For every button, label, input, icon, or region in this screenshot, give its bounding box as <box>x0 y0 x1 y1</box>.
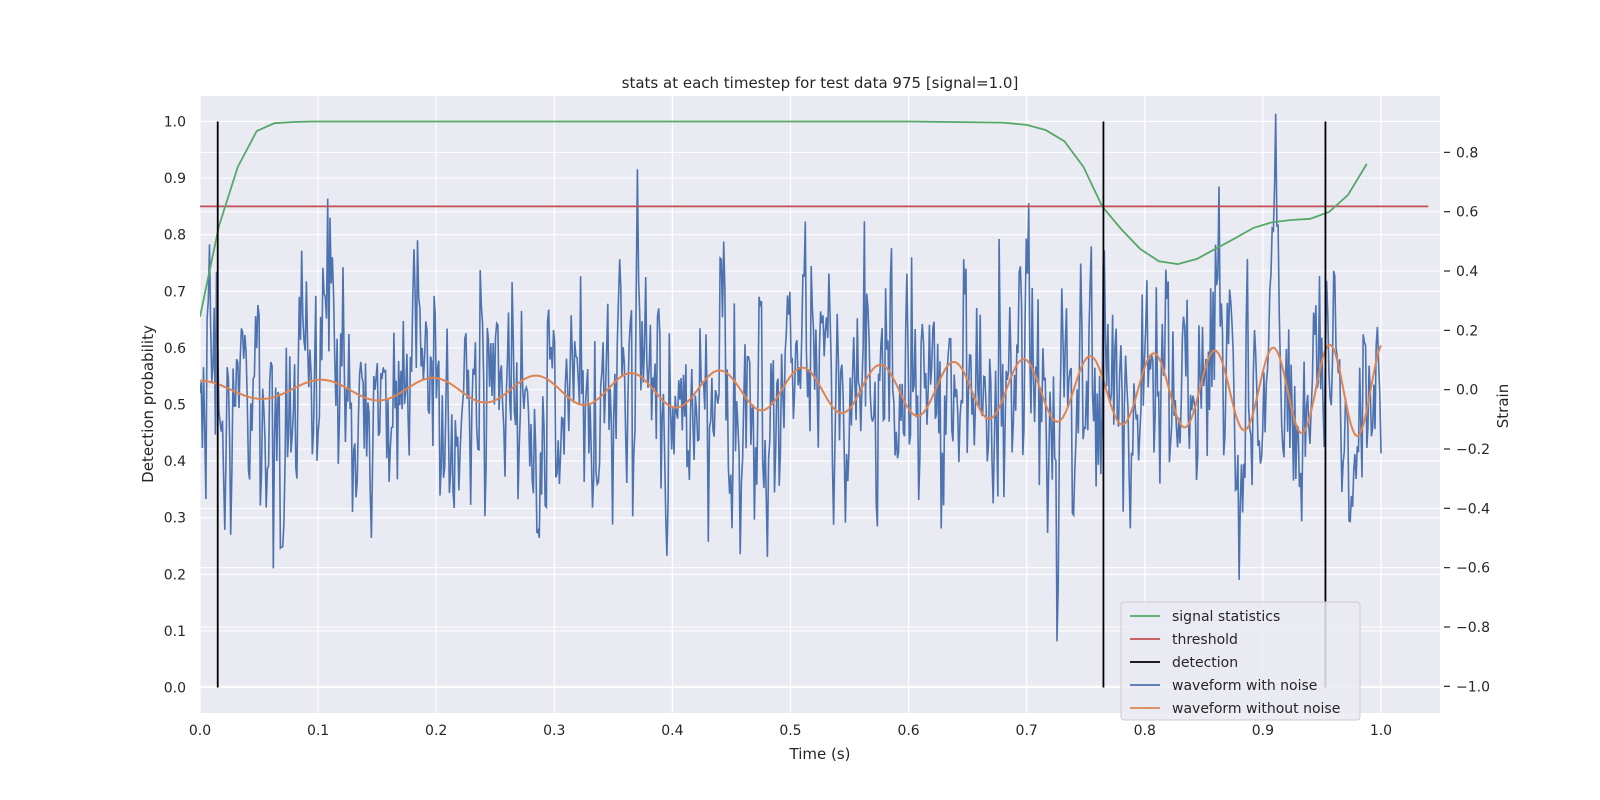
y-tick-label: 0.8 <box>164 228 186 244</box>
x-axis-label: Time (s) <box>789 745 851 763</box>
legend: signal statistics threshold detection wa… <box>1120 601 1361 721</box>
y2-axis-label: Strain <box>1494 384 1512 428</box>
series-waveform-without-noise <box>200 343 1382 437</box>
chart-title: stats at each timestep for test data 975… <box>622 74 1019 92</box>
series-signal-statistics <box>200 120 1368 317</box>
legend-label-detection: detection <box>1172 655 1238 671</box>
y2-tick-label: −1.0 <box>1456 679 1490 695</box>
y2-tick-label: 0.2 <box>1456 323 1478 339</box>
y-tick-label: 0.1 <box>164 624 186 640</box>
y-tick-label: 0.0 <box>164 681 186 697</box>
y2-tick-label: 0.6 <box>1456 205 1478 221</box>
y-tick-label: 0.6 <box>164 341 186 357</box>
y2-tick-label: 0.4 <box>1456 264 1478 280</box>
x-tick-label: 1.0 <box>1370 723 1392 739</box>
y-tick-label: 0.4 <box>164 454 186 470</box>
y2-tick-label: −0.6 <box>1456 561 1490 577</box>
y-axis-label: Detection probability <box>139 325 157 483</box>
y2-tick-label: 0.8 <box>1456 145 1478 161</box>
legend-label-signal-statistics: signal statistics <box>1172 609 1280 625</box>
x-tick-label: 0.1 <box>307 723 329 739</box>
y-axis-ticks: 0.0 0.1 0.2 0.3 0.4 0.5 0.6 0.7 0.8 0.9 1.0 <box>164 114 186 696</box>
y-tick-label: 0.3 <box>164 511 186 527</box>
y-tick-label: 0.9 <box>164 171 186 187</box>
legend-label-threshold: threshold <box>1172 632 1238 648</box>
x-tick-label: 0.2 <box>425 723 447 739</box>
x-tick-label: 0.7 <box>1016 723 1038 739</box>
y-tick-label: 1.0 <box>164 114 186 130</box>
legend-box <box>1120 601 1361 721</box>
x-tick-label: 0.8 <box>1134 723 1156 739</box>
y-tick-label: 0.5 <box>164 398 186 414</box>
x-tick-label: 0.6 <box>897 723 919 739</box>
x-tick-label: 0.3 <box>543 723 565 739</box>
legend-label-waveform-with-noise: waveform with noise <box>1172 678 1317 694</box>
y2-tick-label: −0.4 <box>1456 501 1490 517</box>
x-tick-label: 0.5 <box>779 723 801 739</box>
x-tick-label: 0.0 <box>189 723 211 739</box>
x-axis-ticks: 0.0 0.1 0.2 0.3 0.4 0.5 0.6 0.7 0.8 0.9 1.0 <box>189 723 1392 739</box>
x-tick-label: 0.4 <box>661 723 683 739</box>
y2-tick-label: −0.8 <box>1456 620 1490 636</box>
series-layer <box>200 113 1429 688</box>
x-tick-label: 0.9 <box>1252 723 1274 739</box>
y2-tick-label: −0.2 <box>1456 442 1490 458</box>
y2-tick-label: 0.0 <box>1456 383 1478 399</box>
legend-label-waveform-without-noise: waveform without noise <box>1172 701 1340 717</box>
y-tick-label: 0.7 <box>164 284 186 300</box>
y2-axis-ticks: −1.0 −0.8 −0.6 −0.4 −0.2 0.0 0.2 0.4 0.6 0.8 <box>1444 145 1490 695</box>
series-waveform-with-noise <box>200 113 1382 642</box>
y-tick-label: 0.2 <box>164 567 186 583</box>
